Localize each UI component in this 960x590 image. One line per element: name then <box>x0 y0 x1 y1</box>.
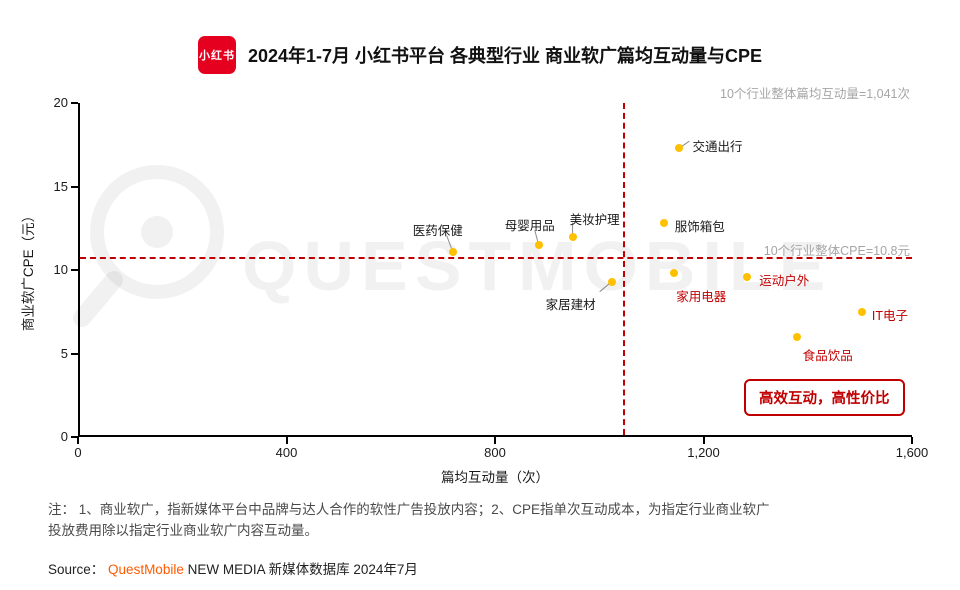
y-tick-mark <box>71 269 78 271</box>
y-tick-label: 10 <box>53 262 68 277</box>
y-tick-label: 20 <box>53 95 68 110</box>
scatter-point <box>607 277 616 286</box>
page-title: 2024年1-7月 小红书平台 各典型行业 商业软广篇均互动量与CPE <box>247 46 763 66</box>
x-tick-label: 400 <box>275 445 298 460</box>
y-tick-mark <box>71 185 78 188</box>
scatter-point <box>743 272 752 281</box>
scatter-point <box>534 240 543 249</box>
point-label: 家居建材 <box>545 297 596 312</box>
scatter-point <box>792 332 801 341</box>
footnote-line-1: 注： 1、商业软广，指新媒体平台中品牌与达人合作的软性广告投放内容；2、CPE指… <box>48 502 770 517</box>
avg-interaction-ref-label: 10个行业整体篇均互动量=1,041次 <box>720 87 910 101</box>
y-tick-mark <box>71 352 78 355</box>
x-tick-label: 1,200 <box>687 445 720 460</box>
footnote-line-2: 投放费用除以指定行业商业软广内容互动量。 <box>48 522 318 538</box>
x-tick-label: 1,600 <box>895 445 929 460</box>
point-label: 美妆护理 <box>569 212 620 227</box>
scatter-point <box>568 232 577 241</box>
source-line: Source： QuestMobile NEW MEDIA 新媒体数据库 202… <box>48 558 418 578</box>
x-axis-title: 篇均互动量（次） <box>441 470 549 485</box>
point-label: 食品饮品 <box>802 348 853 363</box>
y-tick-label: 15 <box>53 178 68 194</box>
x-tick-label: 800 <box>484 445 506 460</box>
avg-cpe-ref-label: 10个行业整体CPE=10.8元 <box>763 244 910 258</box>
y-tick-mark <box>71 102 78 104</box>
point-label: IT电子 <box>871 308 908 323</box>
scatter-point <box>448 247 457 256</box>
y-tick-label: 0 <box>60 429 68 444</box>
point-label: 交通出行 <box>692 140 743 155</box>
source-prefix: Source： <box>48 562 105 577</box>
header: 小红书 2024年1-7月 小红书平台 各典型行业 商业软广篇均互动量与CPE <box>0 36 960 74</box>
point-label: 服饰箱包 <box>674 220 725 235</box>
point-label: 医药保健 <box>412 223 463 238</box>
point-label: 运动户外 <box>759 273 810 288</box>
scatter-point <box>675 144 684 153</box>
scatter-point <box>857 307 866 316</box>
x-tick-mark <box>702 437 705 444</box>
scatter-plot-area: 医药保健 母婴用品 美妆护理 交通出行服饰箱包家居建材 家用电器 运动户外 IT电子食品饮品 <box>78 103 912 437</box>
y-tick-mark <box>71 436 78 438</box>
reference-line-vertical <box>622 103 625 435</box>
y-tick-label: 5 <box>60 345 68 361</box>
source-suffix: NEW MEDIA 新媒体数据库 2024年7月 <box>183 562 418 577</box>
scatter-point <box>659 219 668 228</box>
x-tick-mark <box>494 437 496 444</box>
x-tick-mark <box>911 437 913 444</box>
point-label: 母婴用品 <box>504 218 555 233</box>
source-brand: QuestMobile <box>108 562 184 577</box>
x-tick-mark <box>285 437 288 444</box>
x-tick-mark <box>77 437 79 444</box>
scatter-point <box>670 269 679 278</box>
footnote: 注： 1、商业软广，指新媒体平台中品牌与达人合作的软性广告投放内容；2、CPE指… <box>48 500 928 542</box>
x-tick-label: 0 <box>74 445 82 460</box>
highlight-annotation-box: 高效互动，高性价比 <box>744 379 905 416</box>
point-label: 家用电器 <box>676 290 727 305</box>
reference-line-horizontal <box>80 256 912 259</box>
xiaohongshu-logo: 小红书 <box>197 36 236 74</box>
